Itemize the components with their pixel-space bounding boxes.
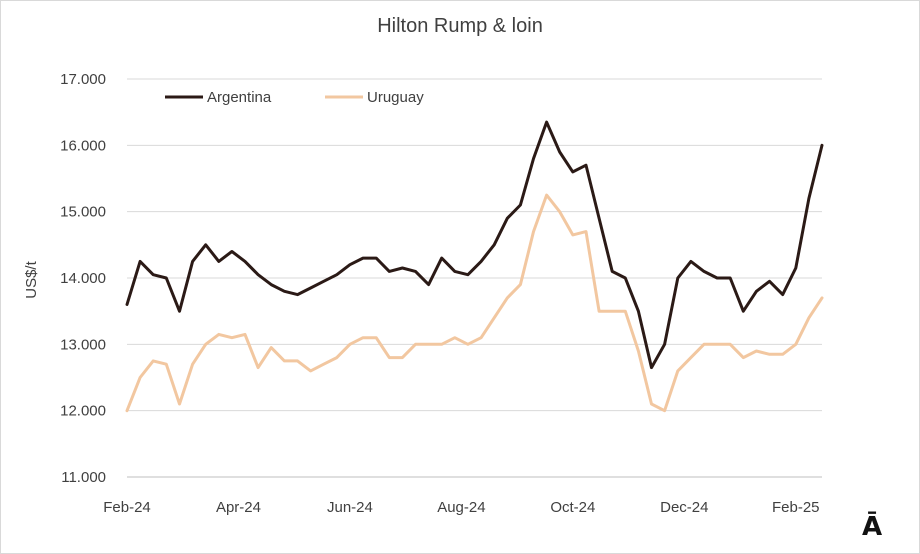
x-tick-label: Apr-24 [216,499,261,516]
y-tick-label: 15.000 [60,204,106,221]
x-tick-label: Feb-24 [103,499,151,516]
chart-title: Hilton Rump & loin [377,15,543,37]
corner-glyph: Ā [862,512,883,542]
y-tick-label: 12.000 [60,403,106,420]
x-tick-label: Aug-24 [437,499,485,516]
y-axis-label: US$/t [23,260,40,298]
x-tick-label: Dec-24 [660,499,708,516]
y-tick-label: 13.000 [60,336,106,353]
legend-label-uruguay: Uruguay [367,89,424,106]
y-tick-label: 11.000 [61,469,106,486]
legend-label-argentina: Argentina [207,89,272,106]
y-tick-label: 16.000 [60,137,106,154]
y-tick-label: 14.000 [60,270,106,287]
x-tick-label: Oct-24 [550,499,595,516]
x-tick-label: Feb-25 [772,499,820,516]
y-tick-label: 17.000 [60,71,106,88]
x-tick-label: Jun-24 [327,499,373,516]
series-line-uruguay [125,193,824,413]
series-line-argentina [125,120,824,370]
